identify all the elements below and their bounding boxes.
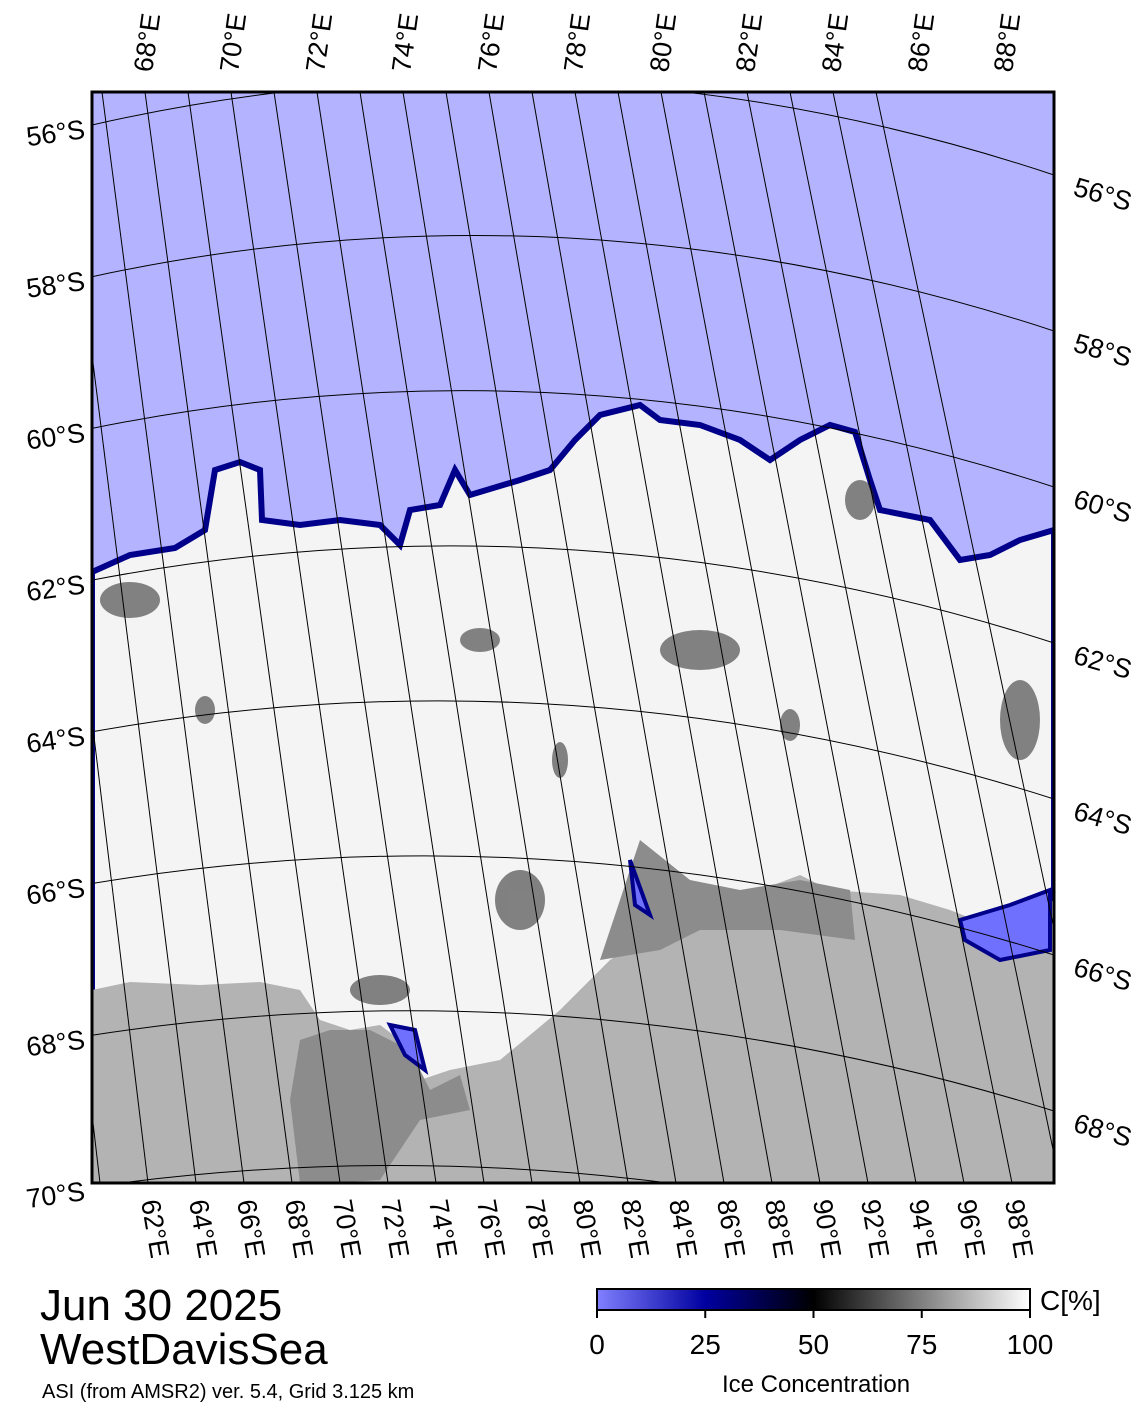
meridian [832, 92, 1054, 1157]
lon-label-bottom: 94°E [903, 1197, 943, 1260]
lon-label-top: 76°E [472, 11, 510, 73]
meridian [359, 92, 533, 1183]
lon-label-bottom: 84°E [663, 1197, 703, 1260]
map-area [0, 92, 1054, 1183]
lon-label-top: 72°E [300, 11, 338, 73]
lat-label-left: 60°S [24, 418, 86, 456]
lat-label-right: 58°S [1070, 328, 1135, 373]
lon-label-top: 88°E [988, 11, 1026, 73]
meridian [273, 92, 437, 1183]
meridian [230, 92, 389, 1183]
lat-label-right: 56°S [1070, 172, 1135, 217]
meridian [144, 92, 293, 1183]
colorbar-tick-label: 100 [1007, 1329, 1054, 1360]
meridian [574, 92, 773, 1183]
lon-label-bottom: 96°E [951, 1197, 991, 1260]
date: Jun 30 2025 [40, 1281, 282, 1330]
lon-label-bottom: 92°E [855, 1197, 895, 1260]
lon-label-bottom: 64°E [183, 1197, 223, 1260]
lon-label-bottom: 76°E [471, 1197, 511, 1260]
colorbar-tick-label: 0 [589, 1329, 605, 1360]
lat-label-right: 60°S [1070, 484, 1135, 529]
parallel [92, 92, 1054, 176]
colorbar-tick-label: 50 [798, 1329, 829, 1360]
lat-label-left: 62°S [24, 569, 86, 607]
meridian [746, 92, 965, 1183]
lat-label-right: 68°S [1070, 1108, 1135, 1153]
lon-label-bottom: 66°E [231, 1197, 271, 1260]
parallel [117, 1165, 673, 1183]
lat-label-left: 64°S [24, 721, 86, 759]
lat-label-left: 58°S [24, 266, 86, 304]
map-frame [90, 90, 1056, 1185]
lon-label-top: 82°E [730, 11, 768, 73]
meridian [0, 92, 52, 1183]
lon-label-top: 78°E [558, 11, 596, 73]
parallel [92, 234, 1054, 332]
lon-label-bottom: 86°E [711, 1197, 751, 1260]
open-water [386, 859, 1052, 1075]
meridian [402, 92, 581, 1183]
parallel [92, 390, 1054, 488]
lon-label-bottom: 78°E [519, 1197, 559, 1260]
colorbar-tick-label: 25 [690, 1329, 721, 1360]
lon-label-bottom: 68°E [279, 1197, 319, 1260]
meridian [101, 92, 245, 1183]
lon-label-bottom: 90°E [807, 1197, 847, 1260]
graticule [0, 92, 1054, 1183]
meridian [703, 92, 917, 1183]
meridian [92, 715, 149, 1183]
lat-label-left: 68°S [24, 1024, 86, 1062]
lon-label-bottom: 74°E [423, 1197, 463, 1260]
ice-variation [100, 480, 1040, 1005]
colorbar-ticks: 0 25 50 75 100 [589, 1310, 1053, 1360]
lat-label-left: 56°S [24, 114, 86, 152]
colorbar-tick-label: 75 [906, 1329, 937, 1360]
meridian [617, 92, 821, 1183]
ice-shelf [290, 840, 855, 1183]
lat-label-right: 62°S [1070, 640, 1135, 685]
lon-label-bottom: 82°E [615, 1197, 655, 1260]
meridian [316, 92, 485, 1183]
lon-label-bottom: 80°E [567, 1197, 607, 1260]
colorbar-unit: C[%] [1040, 1285, 1101, 1316]
parallel [92, 855, 1054, 956]
meridian [875, 92, 1054, 932]
lon-label-bottom: 98°E [999, 1197, 1039, 1260]
caption: ASI (from AMSR2) ver. 5.4, Grid 3.125 km [42, 1381, 414, 1403]
region: WestDavisSea [40, 1325, 328, 1374]
colorbar-title: Ice Concentration [722, 1371, 910, 1398]
lat-label-right: 64°S [1070, 796, 1135, 841]
lat-label-left: 70°S [24, 1176, 86, 1214]
meridian [187, 92, 341, 1183]
meridian [789, 92, 1013, 1183]
meridian [488, 92, 677, 1183]
lon-label-bottom: 70°E [327, 1197, 367, 1260]
lon-label-top: 74°E [386, 11, 424, 73]
parallel [92, 545, 1054, 644]
lon-label-top: 84°E [816, 11, 854, 73]
lon-label-top: 80°E [644, 11, 682, 73]
meridian [531, 92, 725, 1183]
lat-label-right: 66°S [1070, 952, 1135, 997]
lon-label-top: 68°E [128, 11, 166, 73]
lon-label-bottom: 88°E [759, 1197, 799, 1260]
lon-label-top: 86°E [902, 11, 940, 73]
lat-label-left: 66°S [24, 873, 86, 911]
colorbar [596, 1288, 1031, 1311]
parallel [92, 700, 1054, 800]
meridian [445, 92, 629, 1183]
meridian [92, 350, 197, 1183]
lon-label-bottom: 62°E [135, 1197, 175, 1260]
meridian [92, 1109, 101, 1183]
parallel [92, 1010, 1054, 1112]
meridian [660, 92, 869, 1183]
lon-label-top: 70°E [214, 11, 252, 73]
lon-label-bottom: 72°E [375, 1197, 415, 1260]
